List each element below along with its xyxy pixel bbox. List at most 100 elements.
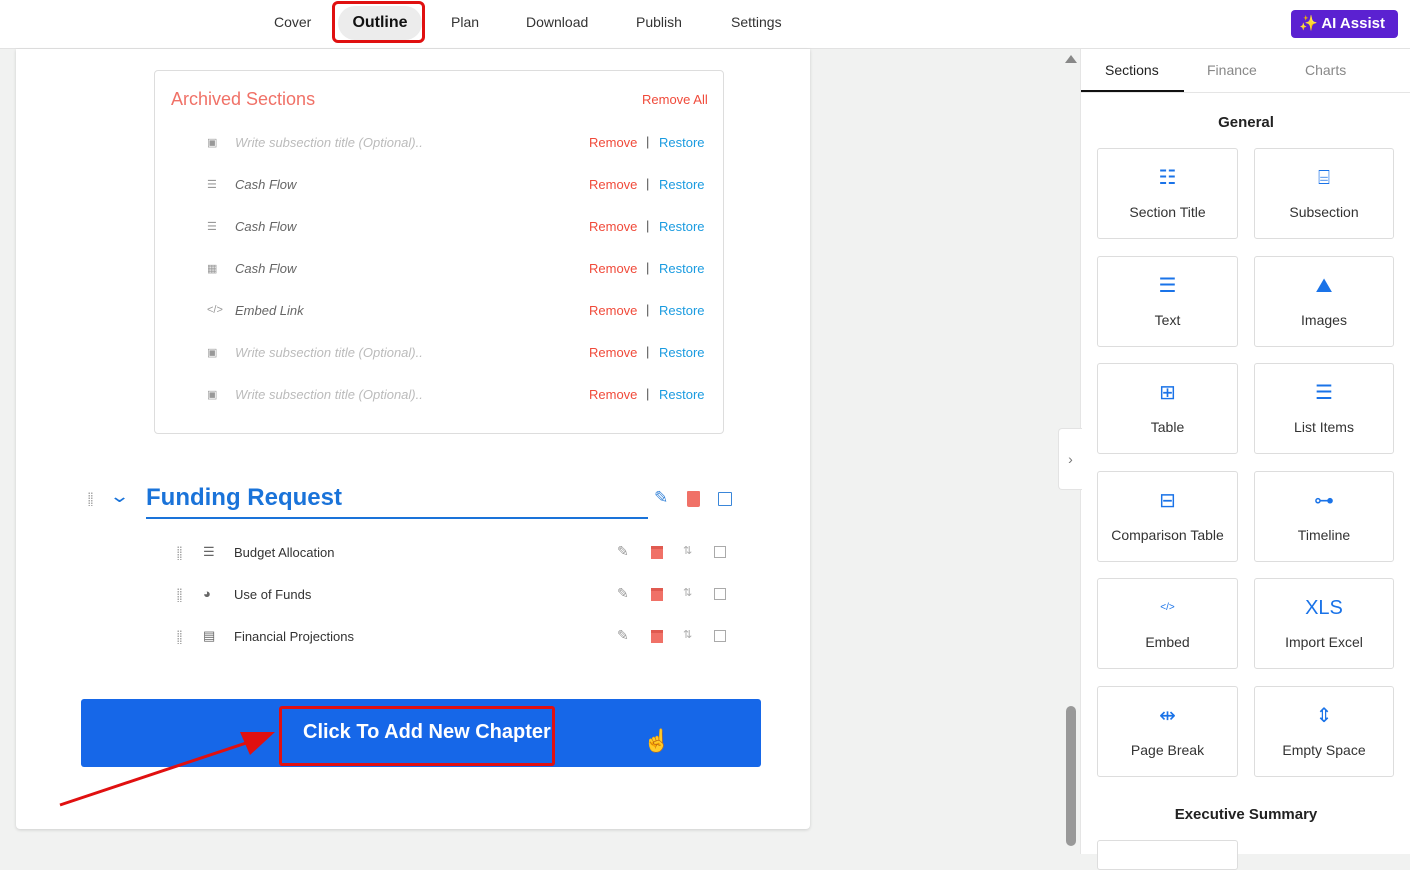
reorder-icon[interactable]: ⇅	[683, 629, 693, 641]
tile-embed[interactable]: </> Embed	[1097, 578, 1238, 670]
remove-link[interactable]: Remove	[589, 135, 638, 150]
hand-cursor-icon: ☝	[643, 728, 671, 753]
page-break-icon: ⇹	[1159, 705, 1176, 727]
separator: |	[646, 218, 650, 233]
tab-charts[interactable]: Charts	[1305, 62, 1347, 78]
archived-row-title: Embed Link	[235, 303, 304, 318]
drag-handle-icon[interactable]	[177, 546, 182, 560]
trash-icon[interactable]	[687, 491, 700, 507]
subsection-row[interactable]: ☰ Budget Allocation ✎ ⇅	[170, 541, 740, 565]
chart-icon: ▦	[207, 263, 218, 275]
table-icon: ⊞	[1159, 382, 1176, 405]
restore-link[interactable]: Restore	[659, 219, 705, 234]
archived-row-title: Cash Flow	[235, 261, 297, 276]
archive-icon[interactable]	[651, 630, 663, 643]
tile-empty-space[interactable]: ⇕ Empty Space	[1254, 686, 1394, 777]
nav-outline[interactable]: Outline	[338, 6, 422, 40]
archived-row: ☰ Cash Flow Remove | Restore	[200, 176, 710, 196]
remove-link[interactable]: Remove	[589, 387, 638, 402]
reorder-icon[interactable]: ⇅	[683, 587, 693, 599]
restore-link[interactable]: Restore	[659, 345, 705, 360]
tile-import-excel[interactable]: XLS Import Excel	[1254, 578, 1394, 670]
subsection-row[interactable]: ◕ Use of Funds ✎ ⇅	[170, 583, 740, 607]
drag-handle-icon[interactable]	[177, 630, 182, 644]
restore-link[interactable]: Restore	[659, 387, 705, 402]
drag-handle-icon[interactable]	[88, 492, 93, 506]
tile-comparison-table[interactable]: ⊟ Comparison Table	[1097, 470, 1238, 562]
remove-link[interactable]: Remove	[589, 303, 638, 318]
tile-images[interactable]: ⛰ Images	[1254, 255, 1394, 347]
edit-icon[interactable]: ✎	[654, 488, 669, 507]
nav-publish[interactable]: Publish	[636, 14, 682, 30]
archived-row: ☰ Cash Flow Remove | Restore	[200, 218, 710, 238]
open-external-icon[interactable]	[714, 588, 726, 600]
scroll-up-icon[interactable]	[1065, 55, 1077, 63]
open-external-icon[interactable]	[714, 630, 726, 642]
archived-row: ▣ Write subsection title (Optional).. Re…	[200, 344, 710, 364]
ai-assist-button[interactable]: ✨ AI Assist	[1291, 10, 1398, 38]
tile-label: Page Break	[1130, 742, 1205, 758]
excel-file-icon: ▣	[207, 389, 218, 401]
archive-icon[interactable]	[651, 588, 663, 601]
empty-space-icon: ⇕	[1315, 705, 1333, 727]
highlight-box	[279, 706, 555, 766]
subsection-title: Use of Funds	[234, 587, 312, 602]
section-title-icon: ☷	[1158, 167, 1177, 189]
tab-sections[interactable]: Sections	[1105, 62, 1159, 78]
drag-handle-icon[interactable]	[177, 588, 182, 602]
tile-label: Images	[1301, 311, 1347, 328]
archived-title: Archived Sections	[171, 89, 316, 109]
archived-row: ▦ Cash Flow Remove | Restore	[200, 260, 710, 280]
nav-settings[interactable]: Settings	[731, 14, 782, 30]
collapse-panel-button[interactable]: ›	[1058, 428, 1082, 490]
document-icon: ☰	[207, 179, 217, 191]
edit-icon[interactable]: ✎	[617, 585, 629, 601]
restore-link[interactable]: Restore	[659, 177, 705, 192]
remove-all-link[interactable]: Remove All	[642, 92, 708, 107]
reorder-icon[interactable]: ⇅	[683, 545, 693, 557]
add-chapter-button[interactable]	[81, 699, 761, 767]
tile-timeline[interactable]: ⊶ Timeline	[1254, 470, 1394, 562]
tile-label: Import Excel	[1285, 634, 1363, 651]
nav-cover[interactable]: Cover	[274, 14, 312, 30]
import-excel-icon: XLS	[1305, 597, 1343, 620]
remove-link[interactable]: Remove	[589, 345, 638, 360]
archived-row-title: Cash Flow	[235, 177, 297, 192]
ai-assist-label: AI Assist	[1321, 15, 1385, 32]
restore-link[interactable]: Restore	[659, 303, 705, 318]
add-chapter-label[interactable]: Click To Add New Chapter	[303, 721, 551, 743]
remove-link[interactable]: Remove	[589, 219, 638, 234]
edit-icon[interactable]: ✎	[617, 543, 629, 559]
remove-link[interactable]: Remove	[589, 177, 638, 192]
archived-row: ▣ Write subsection title (Optional).. Re…	[200, 134, 710, 154]
open-external-icon[interactable]	[714, 546, 726, 558]
edit-icon[interactable]: ✎	[617, 627, 629, 643]
archived-row-title: Cash Flow	[235, 219, 297, 234]
remove-link[interactable]: Remove	[589, 261, 638, 276]
tile-subsection[interactable]: ⌸ Subsection	[1254, 148, 1394, 239]
nav-plan[interactable]: Plan	[451, 14, 480, 30]
excel-file-icon: ▣	[207, 137, 218, 149]
archived-row: ▣ Write subsection title (Optional).. Re…	[200, 386, 710, 406]
code-icon: </>	[207, 304, 223, 316]
tile-partial[interactable]	[1097, 840, 1238, 870]
tile-page-break[interactable]: ⇹ Page Break	[1097, 686, 1238, 777]
open-external-icon[interactable]	[718, 492, 732, 506]
tile-list-items[interactable]: ☰ List Items	[1254, 363, 1394, 455]
tile-label: Section Title	[1129, 204, 1206, 220]
archive-icon[interactable]	[651, 546, 663, 559]
tile-text[interactable]: ☰ Text	[1097, 255, 1238, 347]
restore-link[interactable]: Restore	[659, 261, 705, 276]
tile-label: Text	[1154, 311, 1181, 328]
chevron-down-icon[interactable]: ⌄	[108, 486, 131, 506]
tile-label: Comparison Table	[1111, 526, 1224, 543]
chapter-title[interactable]: Funding Request	[146, 484, 342, 511]
tab-finance[interactable]: Finance	[1207, 62, 1257, 78]
subsection-row[interactable]: ▤ Financial Projections ✎ ⇅	[170, 625, 740, 649]
nav-download[interactable]: Download	[526, 14, 589, 30]
separator: |	[646, 302, 650, 317]
scrollbar-thumb[interactable]	[1066, 706, 1076, 846]
tile-section-title[interactable]: ☷ Section Title	[1097, 148, 1238, 239]
restore-link[interactable]: Restore	[659, 135, 705, 150]
tile-table[interactable]: ⊞ Table	[1097, 363, 1238, 455]
